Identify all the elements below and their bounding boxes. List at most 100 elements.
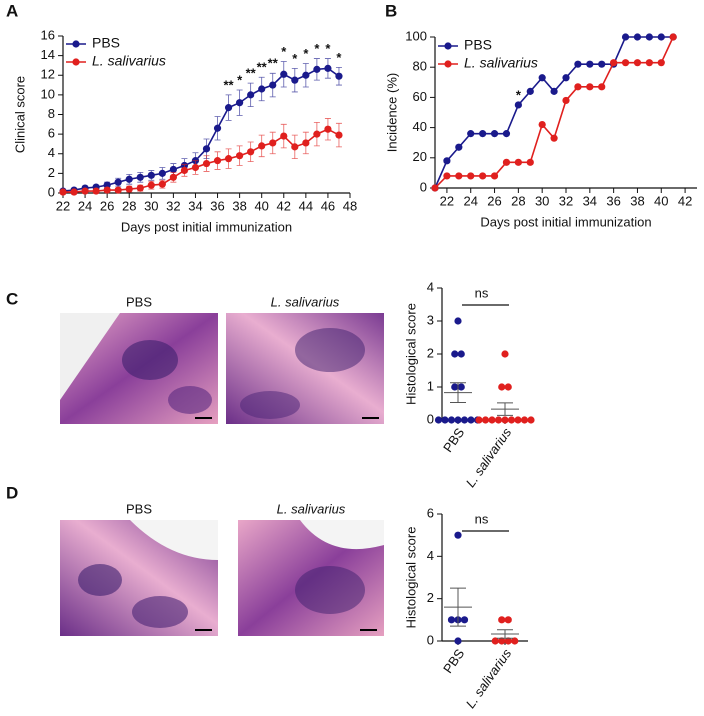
- y-tick-label: 80: [413, 59, 427, 74]
- x-tick-label: 22: [56, 198, 70, 213]
- y-tick-label: 0: [420, 179, 427, 194]
- data-point: [526, 158, 534, 166]
- sem-bar: [450, 587, 466, 627]
- data-point: [213, 157, 222, 165]
- y-tick-label: 1: [427, 378, 434, 393]
- data-point: [574, 83, 582, 91]
- data-point: [475, 416, 483, 424]
- data-point: [92, 187, 100, 195]
- data-point: [491, 637, 499, 645]
- series-line: [62, 67, 340, 192]
- data-point: [526, 87, 534, 95]
- y-axis-label: Incidence (%): [384, 73, 399, 152]
- data-point: [645, 59, 653, 67]
- data-point: [258, 85, 266, 93]
- data-point: [490, 172, 499, 180]
- data-point: [498, 383, 506, 391]
- significance: *: [303, 46, 309, 61]
- data-point: [479, 130, 487, 138]
- x-tick-label: 24: [463, 193, 477, 208]
- data-point: [598, 83, 606, 91]
- data-point: [586, 83, 594, 91]
- data-point: [520, 416, 529, 424]
- x-tick-label: 38: [630, 193, 644, 208]
- data-point: [633, 33, 642, 41]
- data-point: [147, 181, 155, 189]
- data-point: [441, 416, 449, 424]
- significance: *: [292, 51, 298, 66]
- data-point: [454, 637, 462, 645]
- data-point: [280, 70, 288, 78]
- data-point: [313, 130, 321, 138]
- y-tick-label: 4: [48, 145, 55, 160]
- data-point: [447, 416, 456, 424]
- data-point: [236, 152, 244, 160]
- data-point: [481, 416, 490, 424]
- data-point: [621, 33, 630, 41]
- data-point: [562, 74, 570, 82]
- data-point: [504, 637, 512, 645]
- legend-marker: [444, 42, 452, 50]
- data-point: [247, 91, 255, 99]
- data-point: [302, 139, 310, 147]
- x-tick-label: PBS: [440, 425, 467, 455]
- data-point: [59, 188, 67, 196]
- data-point: [431, 184, 439, 192]
- histology-c: [60, 313, 384, 424]
- data-point: [586, 60, 594, 68]
- data-point: [147, 171, 155, 179]
- x-tick-label: 38: [232, 198, 246, 213]
- data-point: [610, 59, 618, 67]
- legend-label: PBS: [464, 37, 492, 53]
- data-point: [169, 165, 177, 174]
- data-point: [467, 416, 475, 424]
- x-axis-label: Days post initial immunization: [480, 214, 651, 229]
- y-tick-label: 6: [427, 505, 434, 520]
- data-point: [527, 416, 535, 424]
- y-tick-label: 4: [427, 279, 434, 294]
- data-point: [213, 124, 222, 132]
- data-point: [324, 125, 332, 133]
- data-point: [291, 143, 299, 151]
- image-label: L. salivarius: [271, 294, 340, 309]
- legend-marker: [444, 60, 452, 68]
- x-tick-label: 30: [144, 198, 158, 213]
- data-point: [454, 317, 462, 325]
- x-tick-label: 28: [511, 193, 525, 208]
- x-tick-label: 48: [343, 198, 357, 213]
- x-tick-label: 42: [678, 193, 692, 208]
- data-point: [191, 163, 200, 172]
- sem-bar: [497, 629, 513, 639]
- y-tick-label: 2: [48, 165, 55, 180]
- x-tick-label: 30: [535, 193, 549, 208]
- data-point: [324, 64, 332, 72]
- y-tick-label: 16: [41, 27, 55, 42]
- x-tick-label: 34: [583, 193, 597, 208]
- data-point: [447, 616, 456, 624]
- data-point: [669, 33, 677, 41]
- panel-letter: A: [6, 1, 18, 20]
- panel-letter: B: [385, 1, 397, 20]
- x-tick-label: L. salivarius: [463, 646, 515, 711]
- x-tick-label: 28: [122, 198, 136, 213]
- x-tick-label: 40: [654, 193, 668, 208]
- data-point: [455, 143, 463, 151]
- y-tick-label: 4: [427, 548, 434, 563]
- y-tick-label: 2: [427, 345, 434, 360]
- data-point: [202, 159, 211, 168]
- data-point: [502, 130, 511, 138]
- significance: **: [268, 56, 279, 71]
- data-point: [538, 74, 546, 82]
- y-tick-label: 40: [413, 119, 427, 134]
- y-tick-label: 10: [41, 86, 55, 101]
- legend-label: L. salivarius: [92, 53, 166, 69]
- image-label: L. salivarius: [277, 501, 346, 516]
- y-tick-label: 12: [41, 67, 55, 82]
- y-tick-label: 0: [427, 411, 434, 426]
- data-point: [490, 130, 499, 138]
- x-tick-label: 44: [299, 198, 313, 213]
- data-point: [114, 186, 122, 194]
- data-point: [443, 157, 451, 165]
- data-point: [269, 81, 277, 89]
